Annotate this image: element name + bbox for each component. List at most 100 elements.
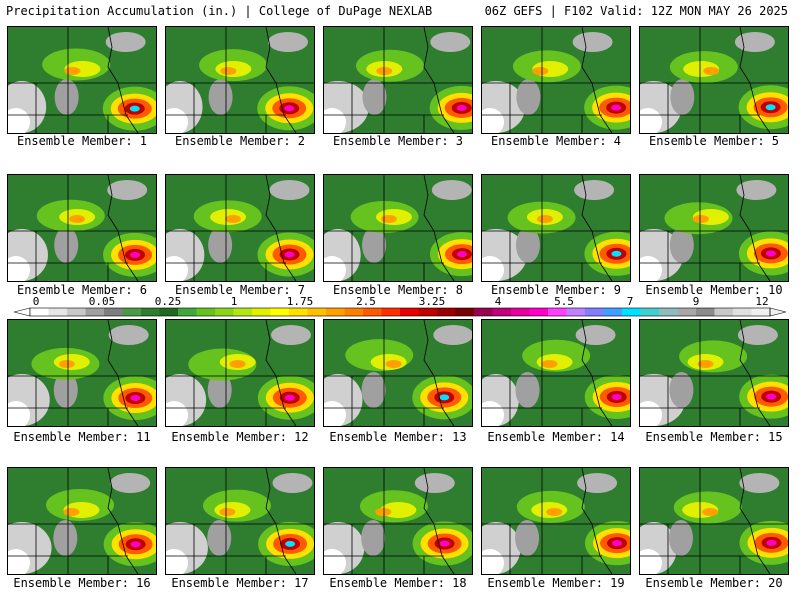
colorbar-swatch — [622, 308, 641, 316]
colorbar-swatch — [270, 308, 290, 316]
colorbar-swatch — [677, 308, 697, 316]
ensemble-member-label: Ensemble Member: 16 — [13, 576, 151, 590]
colorbar-swatch — [640, 308, 660, 316]
colorbar-swatch — [548, 308, 567, 316]
ensemble-member-label: Ensemble Member: 14 — [487, 430, 625, 444]
precip-map-icon — [482, 468, 630, 574]
ensemble-member-label: Ensemble Member: 15 — [645, 430, 783, 444]
precip-map-icon — [8, 175, 156, 281]
precip-map-icon — [324, 468, 472, 574]
colorbar-max-arrow — [769, 307, 787, 317]
ensemble-member-label: Ensemble Member: 10 — [645, 283, 783, 297]
ensemble-member-label: Ensemble Member: 6 — [16, 283, 148, 297]
colorbar-swatch — [529, 308, 549, 316]
colorbar-tick-label: 2.5 — [356, 296, 376, 308]
colorbar-swatch — [381, 308, 401, 316]
colorbar-swatch — [122, 308, 142, 316]
precip-map-icon — [640, 175, 788, 281]
precip-map-icon — [8, 320, 156, 426]
ensemble-member-label: Ensemble Member: 17 — [171, 576, 309, 590]
precip-colorbar: 0 0.05 0.25 1 1.75 2.5 3.25 4 5.5 7 9 12 — [13, 296, 787, 317]
ensemble-member-label: Ensemble Member: 11 — [13, 430, 151, 444]
ensemble-member-9-map — [481, 174, 631, 282]
colorbar-swatch — [566, 308, 586, 316]
colorbar-swatch — [659, 308, 678, 316]
ensemble-member-3-map — [323, 26, 473, 134]
colorbar-swatch — [363, 308, 382, 316]
ensemble-member-label: Ensemble Member: 8 — [332, 283, 464, 297]
ensemble-member-label: Ensemble Member: 5 — [648, 134, 780, 148]
ensemble-member-label: Ensemble Member: 12 — [171, 430, 309, 444]
colorbar-swatch — [233, 308, 253, 316]
ensemble-member-14-map — [481, 319, 631, 427]
page-title: Precipitation Accumulation (in.) | Colle… — [6, 4, 433, 18]
ensemble-member-20-map — [639, 467, 789, 575]
colorbar-tick-label: 9 — [693, 296, 700, 308]
colorbar-swatch — [400, 308, 419, 316]
ensemble-member-17-map — [165, 467, 315, 575]
precip-map-icon — [640, 27, 788, 133]
colorbar-swatch — [48, 308, 68, 316]
precip-map-icon — [324, 320, 472, 426]
precip-map-icon — [482, 175, 630, 281]
colorbar-swatch — [603, 308, 623, 316]
colorbar-swatch — [474, 308, 493, 316]
ensemble-member-label: Ensemble Member: 18 — [329, 576, 467, 590]
precip-map-icon — [166, 175, 314, 281]
colorbar-swatch — [196, 308, 216, 316]
precip-map-icon — [640, 320, 788, 426]
precip-map-icon — [482, 320, 630, 426]
ensemble-member-16-map — [7, 467, 157, 575]
ensemble-member-label: Ensemble Member: 19 — [487, 576, 625, 590]
colorbar-tick-label: 5.5 — [554, 296, 574, 308]
colorbar-swatch — [418, 308, 438, 316]
ensemble-member-10-map — [639, 174, 789, 282]
ensemble-member-8-map — [323, 174, 473, 282]
ensemble-member-12-map — [165, 319, 315, 427]
colorbar-tick-label: 12 — [755, 296, 768, 308]
colorbar-tick-label: 7 — [627, 296, 634, 308]
colorbar-swatch — [714, 308, 734, 316]
ensemble-member-19-map — [481, 467, 631, 575]
colorbar-swatch — [159, 308, 179, 316]
ensemble-member-label: Ensemble Member: 9 — [490, 283, 622, 297]
precip-map-icon — [166, 320, 314, 426]
colorbar-swatch — [141, 308, 160, 316]
ensemble-member-label: Ensemble Member: 3 — [332, 134, 464, 148]
colorbar-swatch — [252, 308, 271, 316]
ensemble-member-11-map — [7, 319, 157, 427]
colorbar-tick-label: 1.75 — [287, 296, 314, 308]
precip-map-icon — [640, 468, 788, 574]
colorbar-swatch — [585, 308, 604, 316]
colorbar-swatch — [85, 308, 105, 316]
colorbar-min-arrow — [13, 307, 31, 317]
colorbar-tick-label: 1 — [231, 296, 238, 308]
ensemble-member-label: Ensemble Member: 4 — [490, 134, 622, 148]
ensemble-member-label: Ensemble Member: 7 — [174, 283, 306, 297]
precip-map-icon — [324, 27, 472, 133]
colorbar-tick-label: 3.25 — [419, 296, 446, 308]
colorbar-swatch — [326, 308, 345, 316]
colorbar-tick-label: 4 — [495, 296, 502, 308]
ensemble-member-label: Ensemble Member: 2 — [174, 134, 306, 148]
ensemble-member-label: Ensemble Member: 20 — [645, 576, 783, 590]
ensemble-member-2-map — [165, 26, 315, 134]
ensemble-member-5-map — [639, 26, 789, 134]
colorbar-tick-label: 0 — [33, 296, 40, 308]
colorbar-swatch — [437, 308, 456, 316]
colorbar-swatch — [344, 308, 364, 316]
precip-map-icon — [324, 175, 472, 281]
precip-map-icon — [482, 27, 630, 133]
precip-map-icon — [166, 27, 314, 133]
colorbar-swatch — [67, 308, 86, 316]
ensemble-member-15-map — [639, 319, 789, 427]
colorbar-swatch — [215, 308, 234, 316]
colorbar-swatch — [455, 308, 475, 316]
colorbar-swatch — [696, 308, 715, 316]
ensemble-member-6-map — [7, 174, 157, 282]
ensemble-member-18-map — [323, 467, 473, 575]
ensemble-member-7-map — [165, 174, 315, 282]
colorbar-swatch — [511, 308, 530, 316]
ensemble-member-4-map — [481, 26, 631, 134]
colorbar-swatch — [492, 308, 512, 316]
